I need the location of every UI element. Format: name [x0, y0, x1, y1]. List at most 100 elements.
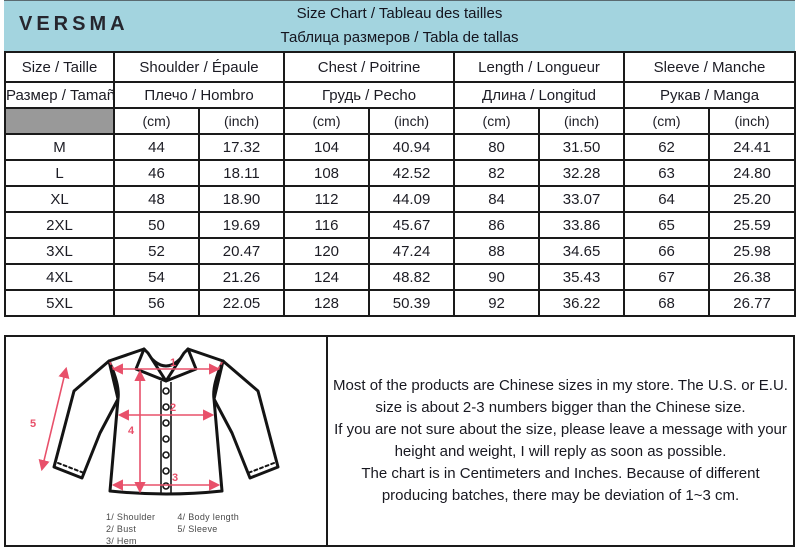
value-cell: 63	[623, 159, 711, 187]
note-paragraph-message: If you are not sure about the size, plea…	[334, 421, 787, 460]
unit-cell-inch: (inch)	[708, 107, 797, 135]
value-cell: 92	[453, 289, 541, 317]
value-cell: 112	[283, 185, 371, 213]
unit-cell-inch: (inch)	[538, 107, 626, 135]
units-row: (cm) (inch) (cm) (inch) (cm) (inch) (cm)…	[4, 107, 797, 135]
value-cell: 120	[283, 237, 371, 265]
value-cell: 46	[113, 159, 200, 187]
value-cell: 82	[453, 159, 541, 187]
value-cell: 47.24	[368, 237, 456, 265]
diagram-legend: 1/ Shoulder 2/ Bust 3/ Hem 4/ Body lengt…	[106, 511, 239, 547]
title-block: Size Chart / Tableau des tailles Таблица…	[4, 1, 795, 51]
units-row-size-placeholder	[4, 107, 115, 135]
shirt-measurement-diagram: 1 2 3 4 5	[30, 347, 280, 496]
value-cell: 50.39	[368, 289, 456, 317]
value-cell: 65	[623, 211, 711, 239]
value-cell: 104	[283, 133, 371, 161]
value-cell: 45.67	[368, 211, 456, 239]
value-cell: 25.98	[708, 237, 797, 265]
value-cell: 128	[283, 289, 371, 317]
value-cell: 33.07	[538, 185, 626, 213]
value-cell: 26.77	[708, 289, 797, 317]
bottom-section: 1 2 3 4 5 1/ Shoulder 2/ Bust 3/ Hem 4/ …	[4, 335, 795, 547]
value-cell: 32.28	[538, 159, 626, 187]
value-cell: 22.05	[197, 289, 286, 317]
legend-column: 4/ Body length 5/ Sleeve	[177, 511, 239, 547]
value-cell: 40.94	[368, 133, 456, 161]
title-line-ru-es: Таблица размеров / Tabla de tallas	[280, 29, 519, 46]
header-row-secondary: Размер / Tamaño Плечо / Hombro Грудь / P…	[4, 81, 797, 109]
value-cell: 52	[113, 237, 200, 265]
value-cell: 18.11	[197, 159, 286, 187]
value-cell: 31.50	[538, 133, 626, 161]
value-cell: 50	[113, 211, 200, 239]
col-header-size: Size / Taille	[4, 51, 115, 83]
value-cell: 24.41	[708, 133, 797, 161]
arrow-label-hem: 3	[172, 472, 178, 484]
value-cell: 88	[453, 237, 541, 265]
value-cell: 42.52	[368, 159, 456, 187]
diagram-panel: 1 2 3 4 5 1/ Shoulder 2/ Bust 3/ Hem 4/ …	[6, 337, 328, 547]
col-header-sleeve: Sleeve / Manche	[623, 51, 797, 83]
value-cell: 18.90	[197, 185, 286, 213]
size-label: 2XL	[4, 211, 115, 239]
value-cell: 21.26	[197, 263, 286, 291]
col-header-sleeve-ru: Рукав / Manga	[623, 81, 797, 109]
table-row: XL 48 18.90 112 44.09 84 33.07 64 25.20	[4, 185, 797, 213]
size-label: 5XL	[4, 289, 115, 317]
value-cell: 25.59	[708, 211, 797, 239]
value-cell: 108	[283, 159, 371, 187]
col-header-shoulder: Shoulder / Épaule	[112, 51, 286, 83]
value-cell: 17.32	[197, 133, 286, 161]
unit-cell-cm: (cm)	[453, 107, 541, 135]
size-label: L	[4, 159, 115, 187]
value-cell: 33.86	[538, 211, 626, 239]
value-cell: 35.43	[538, 263, 626, 291]
table-row: 5XL 56 22.05 128 50.39 92 36.22 68 26.77	[4, 289, 797, 317]
value-cell: 20.47	[197, 237, 286, 265]
note-panel: Most of the products are Chinese sizes i…	[328, 337, 793, 545]
col-header-size-ru: Размер / Tamaño	[4, 81, 115, 109]
table-row: 2XL 50 19.69 116 45.67 86 33.86 65 25.59	[4, 211, 797, 239]
value-cell: 48.82	[368, 263, 456, 291]
size-label: 3XL	[4, 237, 115, 265]
brand-logo: VERSMA	[19, 13, 129, 35]
value-cell: 80	[453, 133, 541, 161]
col-header-chest-ru: Грудь / Pecho	[283, 81, 456, 109]
table-row: L 46 18.11 108 42.52 82 32.28 63 24.80	[4, 159, 797, 187]
size-table: Size / Taille Shoulder / Épaule Chest / …	[4, 51, 797, 317]
col-header-length: Length / Longueur	[453, 51, 626, 83]
table-row: 4XL 54 21.26 124 48.82 90 35.43 67 26.38	[4, 263, 797, 291]
legend-item-body-length: 4/ Body length	[177, 512, 240, 522]
arrow-label-shoulder: 1	[170, 357, 176, 369]
size-label: M	[4, 133, 115, 161]
unit-cell-cm: (cm)	[623, 107, 711, 135]
value-cell: 34.65	[538, 237, 626, 265]
table-row: M 44 17.32 104 40.94 80 31.50 62 24.41	[4, 133, 797, 161]
legend-item-sleeve: 5/ Sleeve	[177, 524, 218, 534]
value-cell: 116	[283, 211, 371, 239]
col-header-length-ru: Длина / Longitud	[453, 81, 626, 109]
value-cell: 86	[453, 211, 541, 239]
value-cell: 44.09	[368, 185, 456, 213]
size-label: 4XL	[4, 263, 115, 291]
arrow-label-length: 4	[128, 425, 135, 437]
value-cell: 36.22	[538, 289, 626, 317]
value-cell: 84	[453, 185, 541, 213]
col-header-shoulder-ru: Плечо / Hombro	[112, 81, 286, 109]
value-cell: 124	[283, 263, 371, 291]
arrow-label-bust: 2	[170, 402, 176, 414]
legend-item-hem: 3/ Hem	[106, 536, 137, 546]
note-text: Most of the products are Chinese sizes i…	[328, 375, 793, 507]
arrow-label-sleeve: 5	[30, 418, 36, 430]
legend-item-bust: 2/ Bust	[106, 524, 137, 534]
unit-cell-inch: (inch)	[197, 107, 286, 135]
legend-column: 1/ Shoulder 2/ Bust 3/ Hem	[106, 511, 155, 547]
header-row-primary: Size / Taille Shoulder / Épaule Chest / …	[4, 51, 797, 83]
size-label: XL	[4, 185, 115, 213]
note-paragraph-sizes: Most of the products are Chinese sizes i…	[333, 377, 788, 416]
value-cell: 48	[113, 185, 200, 213]
value-cell: 56	[113, 289, 200, 317]
value-cell: 19.69	[197, 211, 286, 239]
